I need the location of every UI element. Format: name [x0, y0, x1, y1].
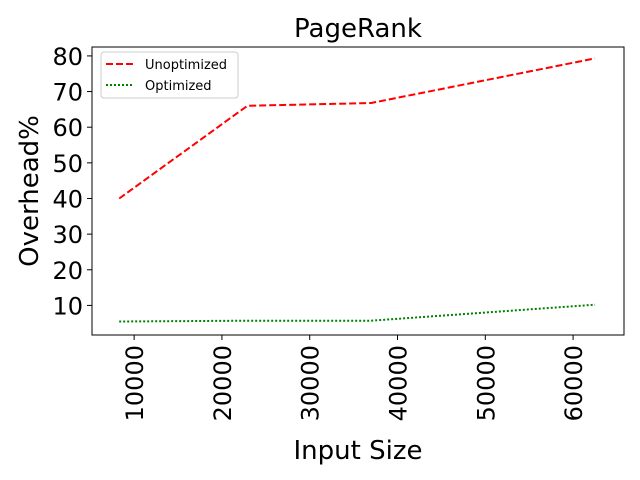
legend-label-optimized: Optimized — [145, 79, 212, 94]
y-tick-label: 80 — [52, 43, 83, 71]
x-tick-label: 60000 — [560, 345, 588, 421]
series-line-optimized — [119, 303, 596, 323]
x-axis-label: Input Size — [294, 436, 423, 466]
x-tick-label: 20000 — [209, 345, 237, 421]
chart-title: PageRank — [294, 14, 422, 44]
y-axis: 10 20 30 40 50 60 70 80 — [52, 43, 92, 320]
x-tick-label: 40000 — [385, 345, 413, 421]
legend-box — [100, 51, 239, 99]
y-tick-label: 10 — [52, 292, 83, 320]
x-tick-label: 10000 — [121, 345, 149, 421]
legend-label-unoptimized: Unoptimized — [145, 58, 227, 73]
y-tick-label: 30 — [52, 221, 83, 249]
plot-frame — [91, 46, 625, 336]
x-tick-label: 30000 — [297, 345, 325, 421]
x-tick-label: 50000 — [472, 345, 500, 421]
series-line-unoptimized — [118, 57, 596, 200]
legend: Unoptimized Optimized — [100, 51, 239, 99]
y-tick-label: 70 — [52, 79, 83, 107]
y-tick-label: 50 — [52, 150, 83, 178]
y-tick-label: 40 — [52, 185, 83, 213]
y-axis-label: Overhead% — [15, 115, 45, 267]
y-tick-label: 20 — [52, 257, 83, 285]
plot-area — [118, 57, 596, 323]
x-axis: 10000 20000 30000 40000 50000 60000 — [121, 335, 588, 421]
y-tick-label: 60 — [52, 114, 83, 142]
